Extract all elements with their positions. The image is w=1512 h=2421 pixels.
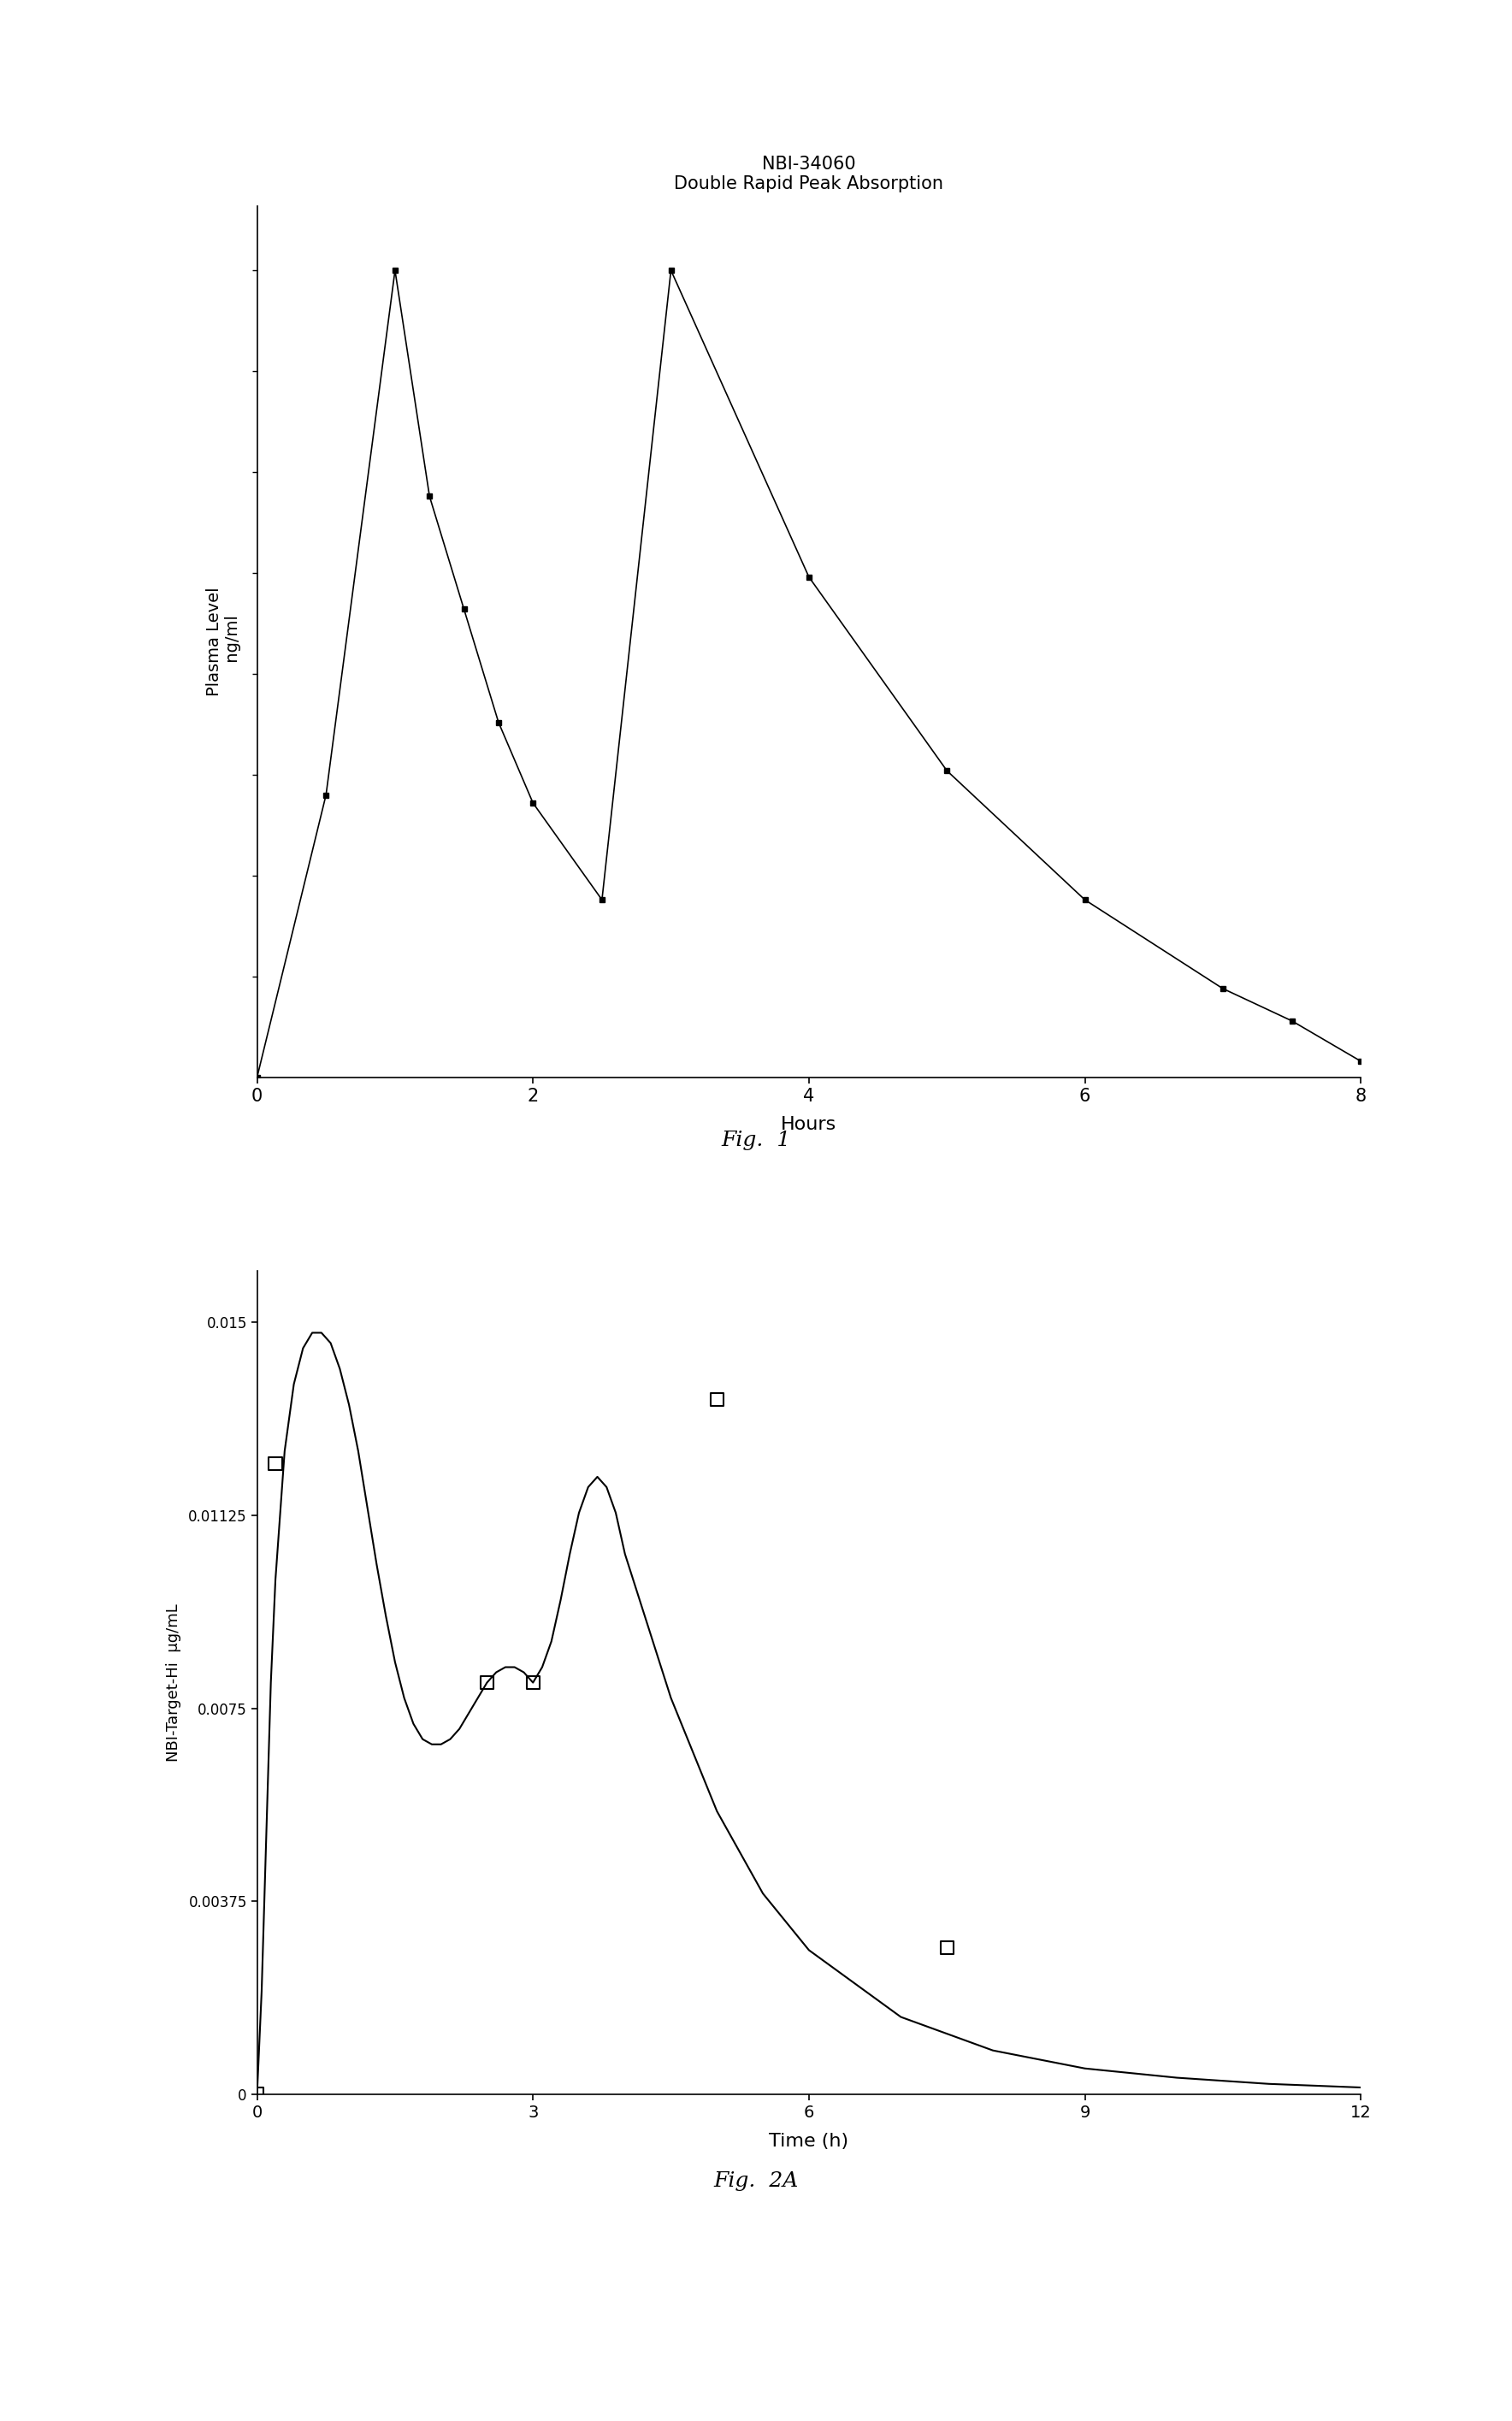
Point [245,2075,269,2114]
X-axis label: Hours: Hours [782,1116,836,1133]
Point [263,1445,287,1484]
Point [934,1927,959,1966]
Text: Fig.  1: Fig. 1 [721,1131,791,1150]
X-axis label: Time (h): Time (h) [770,2133,848,2150]
Text: Fig.  2A: Fig. 2A [714,2172,798,2191]
Title: NBI-34060
Double Rapid Peak Absorption: NBI-34060 Double Rapid Peak Absorption [674,155,943,194]
Point [520,1663,546,1702]
Y-axis label: Plasma Level
 ng/ml: Plasma Level ng/ml [206,586,240,697]
Point [705,1380,729,1419]
Point [475,1663,499,1702]
Y-axis label: NBI-Target-Hi  μg/mL: NBI-Target-Hi μg/mL [166,1603,181,1762]
